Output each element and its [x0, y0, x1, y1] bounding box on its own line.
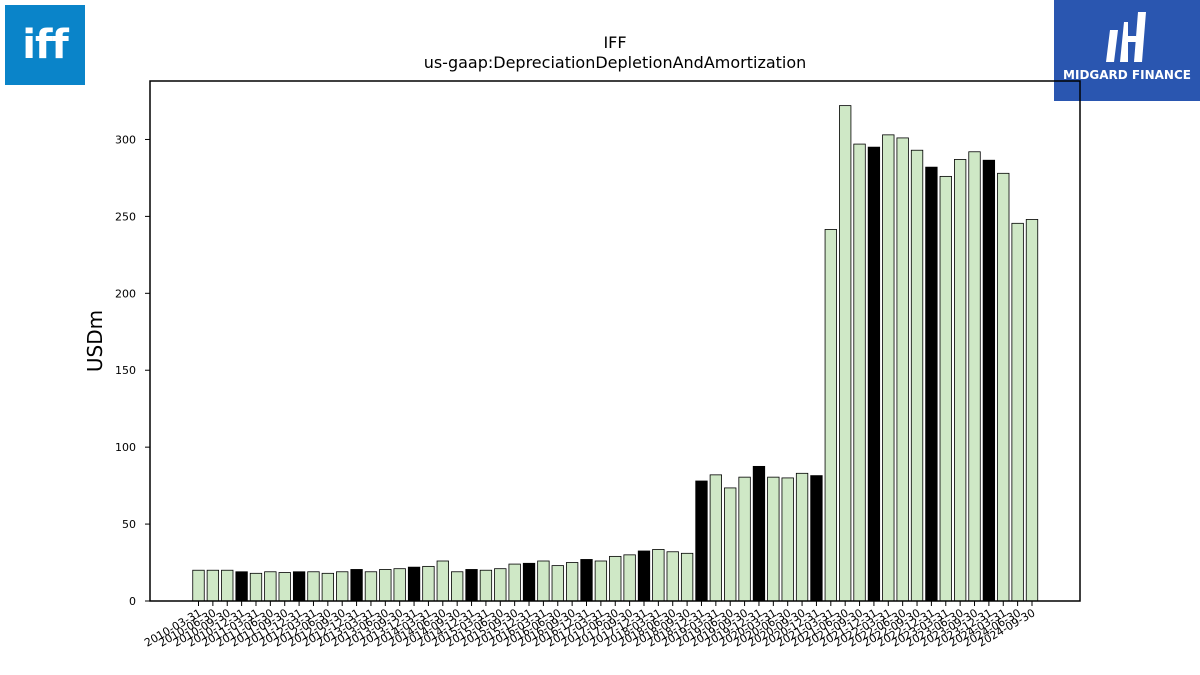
- bar: [321, 572, 334, 602]
- iff-logo: iff: [5, 5, 85, 85]
- bar: [695, 480, 708, 602]
- bar: [192, 569, 205, 602]
- bar: [422, 565, 435, 602]
- bar: [839, 105, 852, 602]
- bar: [292, 571, 306, 602]
- bar: [235, 571, 248, 602]
- bar: [623, 554, 636, 602]
- bar: [537, 560, 550, 602]
- bar: [594, 560, 608, 602]
- bar: [278, 572, 291, 602]
- bars-group: [192, 105, 1039, 602]
- bar: [508, 563, 521, 602]
- bar: [997, 172, 1010, 602]
- bar: [680, 552, 694, 602]
- bar: [1011, 222, 1024, 602]
- bar: [206, 569, 220, 602]
- bar: [810, 475, 823, 602]
- bar: [954, 159, 967, 602]
- bar: [609, 555, 622, 602]
- bar: [393, 568, 406, 602]
- bar: [882, 134, 895, 602]
- bar: [565, 562, 579, 602]
- bar: [451, 571, 464, 602]
- bar: [925, 166, 938, 602]
- bar: [939, 175, 952, 602]
- bar: [724, 487, 737, 602]
- y-axis: 0 50 100 150 200 250 300: [115, 133, 150, 608]
- bar: [767, 476, 780, 602]
- bar: [637, 550, 651, 602]
- plot-frame: [149, 80, 1081, 602]
- bar: [407, 566, 421, 602]
- y-tick-label: 200: [115, 287, 136, 300]
- bar: [867, 146, 881, 602]
- y-axis-label: USDm: [83, 310, 107, 372]
- y-tick-label: 0: [129, 595, 136, 608]
- bar: [824, 229, 837, 602]
- bar: [221, 569, 234, 602]
- bar: [494, 568, 507, 602]
- bar: [336, 571, 349, 602]
- y-tick-label: 300: [115, 133, 136, 146]
- bar: [795, 472, 809, 602]
- x-axis: 2010-03-312010-06-302010-09-302010-12-31…: [142, 601, 1038, 650]
- bar: [853, 143, 866, 602]
- chart-title: IFF: [603, 33, 626, 52]
- bar: [910, 149, 924, 602]
- bar: [982, 159, 996, 602]
- midgard-logo-mark: [1106, 12, 1146, 62]
- bar: [249, 572, 263, 602]
- bar: [752, 465, 766, 602]
- bar: [666, 551, 679, 602]
- bar: [781, 477, 794, 602]
- bar: [436, 560, 449, 602]
- bar: [580, 559, 593, 602]
- iff-logo-text: iff: [22, 22, 69, 68]
- bar: [1025, 219, 1039, 602]
- bar: [652, 549, 665, 602]
- bar: [551, 565, 564, 602]
- bar: [896, 137, 909, 602]
- bar: [465, 569, 478, 602]
- bar: [364, 571, 378, 602]
- bar: [350, 569, 363, 602]
- y-tick-label: 150: [115, 364, 136, 377]
- y-tick-label: 250: [115, 210, 136, 223]
- chart-subtitle: us-gaap:DepreciationDepletionAndAmortiza…: [424, 53, 807, 72]
- midgard-logo-caption: MIDGARD FINANCE: [1063, 68, 1191, 82]
- bar: [307, 571, 320, 602]
- bar: [479, 569, 493, 602]
- y-tick-label: 100: [115, 441, 136, 454]
- bar: [738, 476, 751, 602]
- bar: [968, 151, 981, 602]
- bar: [379, 569, 392, 602]
- midgard-finance-logo: MIDGARD FINANCE: [1054, 0, 1200, 101]
- y-tick-label: 50: [122, 518, 136, 531]
- bar: [522, 562, 536, 602]
- bar: [709, 474, 722, 602]
- bar: [264, 571, 277, 602]
